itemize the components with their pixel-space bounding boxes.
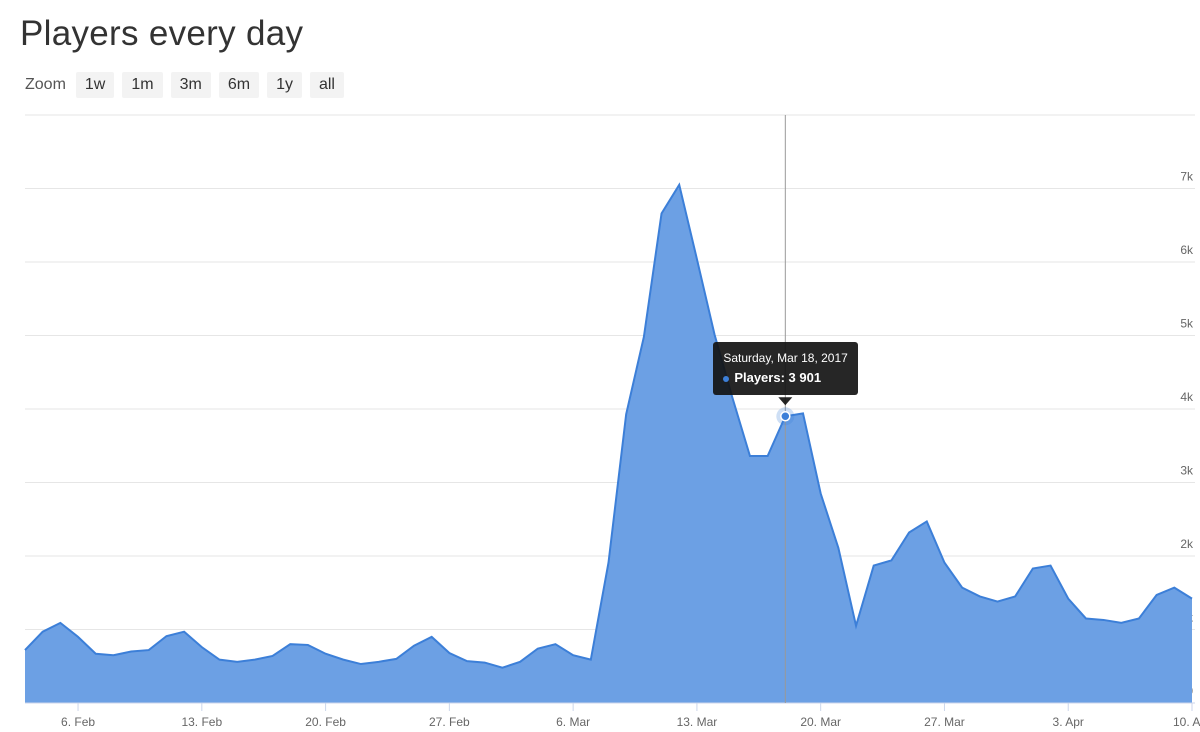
tooltip-dot bbox=[723, 376, 730, 383]
y-tick-label: 4k bbox=[1180, 390, 1194, 404]
x-tick-label: 6. Mar bbox=[556, 715, 590, 729]
x-tick-label: 20. Feb bbox=[305, 715, 346, 729]
tooltip-text: Players: 3 901 bbox=[734, 370, 822, 386]
x-tick-label: 20. Mar bbox=[800, 715, 841, 729]
tooltip: Saturday, Mar 18, 2017 Players: 3 901 bbox=[713, 342, 858, 396]
area bbox=[25, 184, 1192, 703]
tooltip-row: Players: 3 901 bbox=[723, 368, 848, 388]
x-tick-label: 13. Feb bbox=[181, 715, 222, 729]
x-tick-label: 27. Feb bbox=[429, 715, 470, 729]
x-tick-label: 3. Apr bbox=[1053, 715, 1084, 729]
y-tick-label: 5k bbox=[1180, 317, 1194, 331]
zoom-button[interactable]: 1m bbox=[122, 72, 163, 98]
tooltip-header: Saturday, Mar 18, 2017 bbox=[723, 351, 848, 366]
y-tick-label: 7k bbox=[1180, 170, 1194, 184]
y-tick-label: 6k bbox=[1180, 243, 1194, 257]
x-tick-label: 10. Apr bbox=[1173, 715, 1200, 729]
x-tick-label: 13. Mar bbox=[677, 715, 718, 729]
zoom-label: Zoom bbox=[25, 76, 66, 93]
x-tick-label: 6. Feb bbox=[61, 715, 95, 729]
y-tick-label: 2k bbox=[1180, 537, 1194, 551]
zoom-button[interactable]: 1y bbox=[267, 72, 302, 98]
page-title: Players every day bbox=[20, 14, 304, 53]
tooltip-arrow bbox=[778, 397, 793, 406]
zoom-button[interactable]: 3m bbox=[170, 72, 211, 98]
zoom-button[interactable]: 6m bbox=[218, 72, 260, 98]
y-tick-label: 3k bbox=[1180, 464, 1194, 478]
hover-point bbox=[780, 411, 791, 422]
x-tick-label: 27. Mar bbox=[924, 715, 965, 729]
zoom-button[interactable]: 1w bbox=[75, 72, 115, 98]
zoom-button[interactable]: all bbox=[309, 72, 344, 98]
line bbox=[24, 182, 1193, 669]
zoom-bar: Zoom 1w 1m 3m 6m 1y all bbox=[25, 72, 344, 98]
